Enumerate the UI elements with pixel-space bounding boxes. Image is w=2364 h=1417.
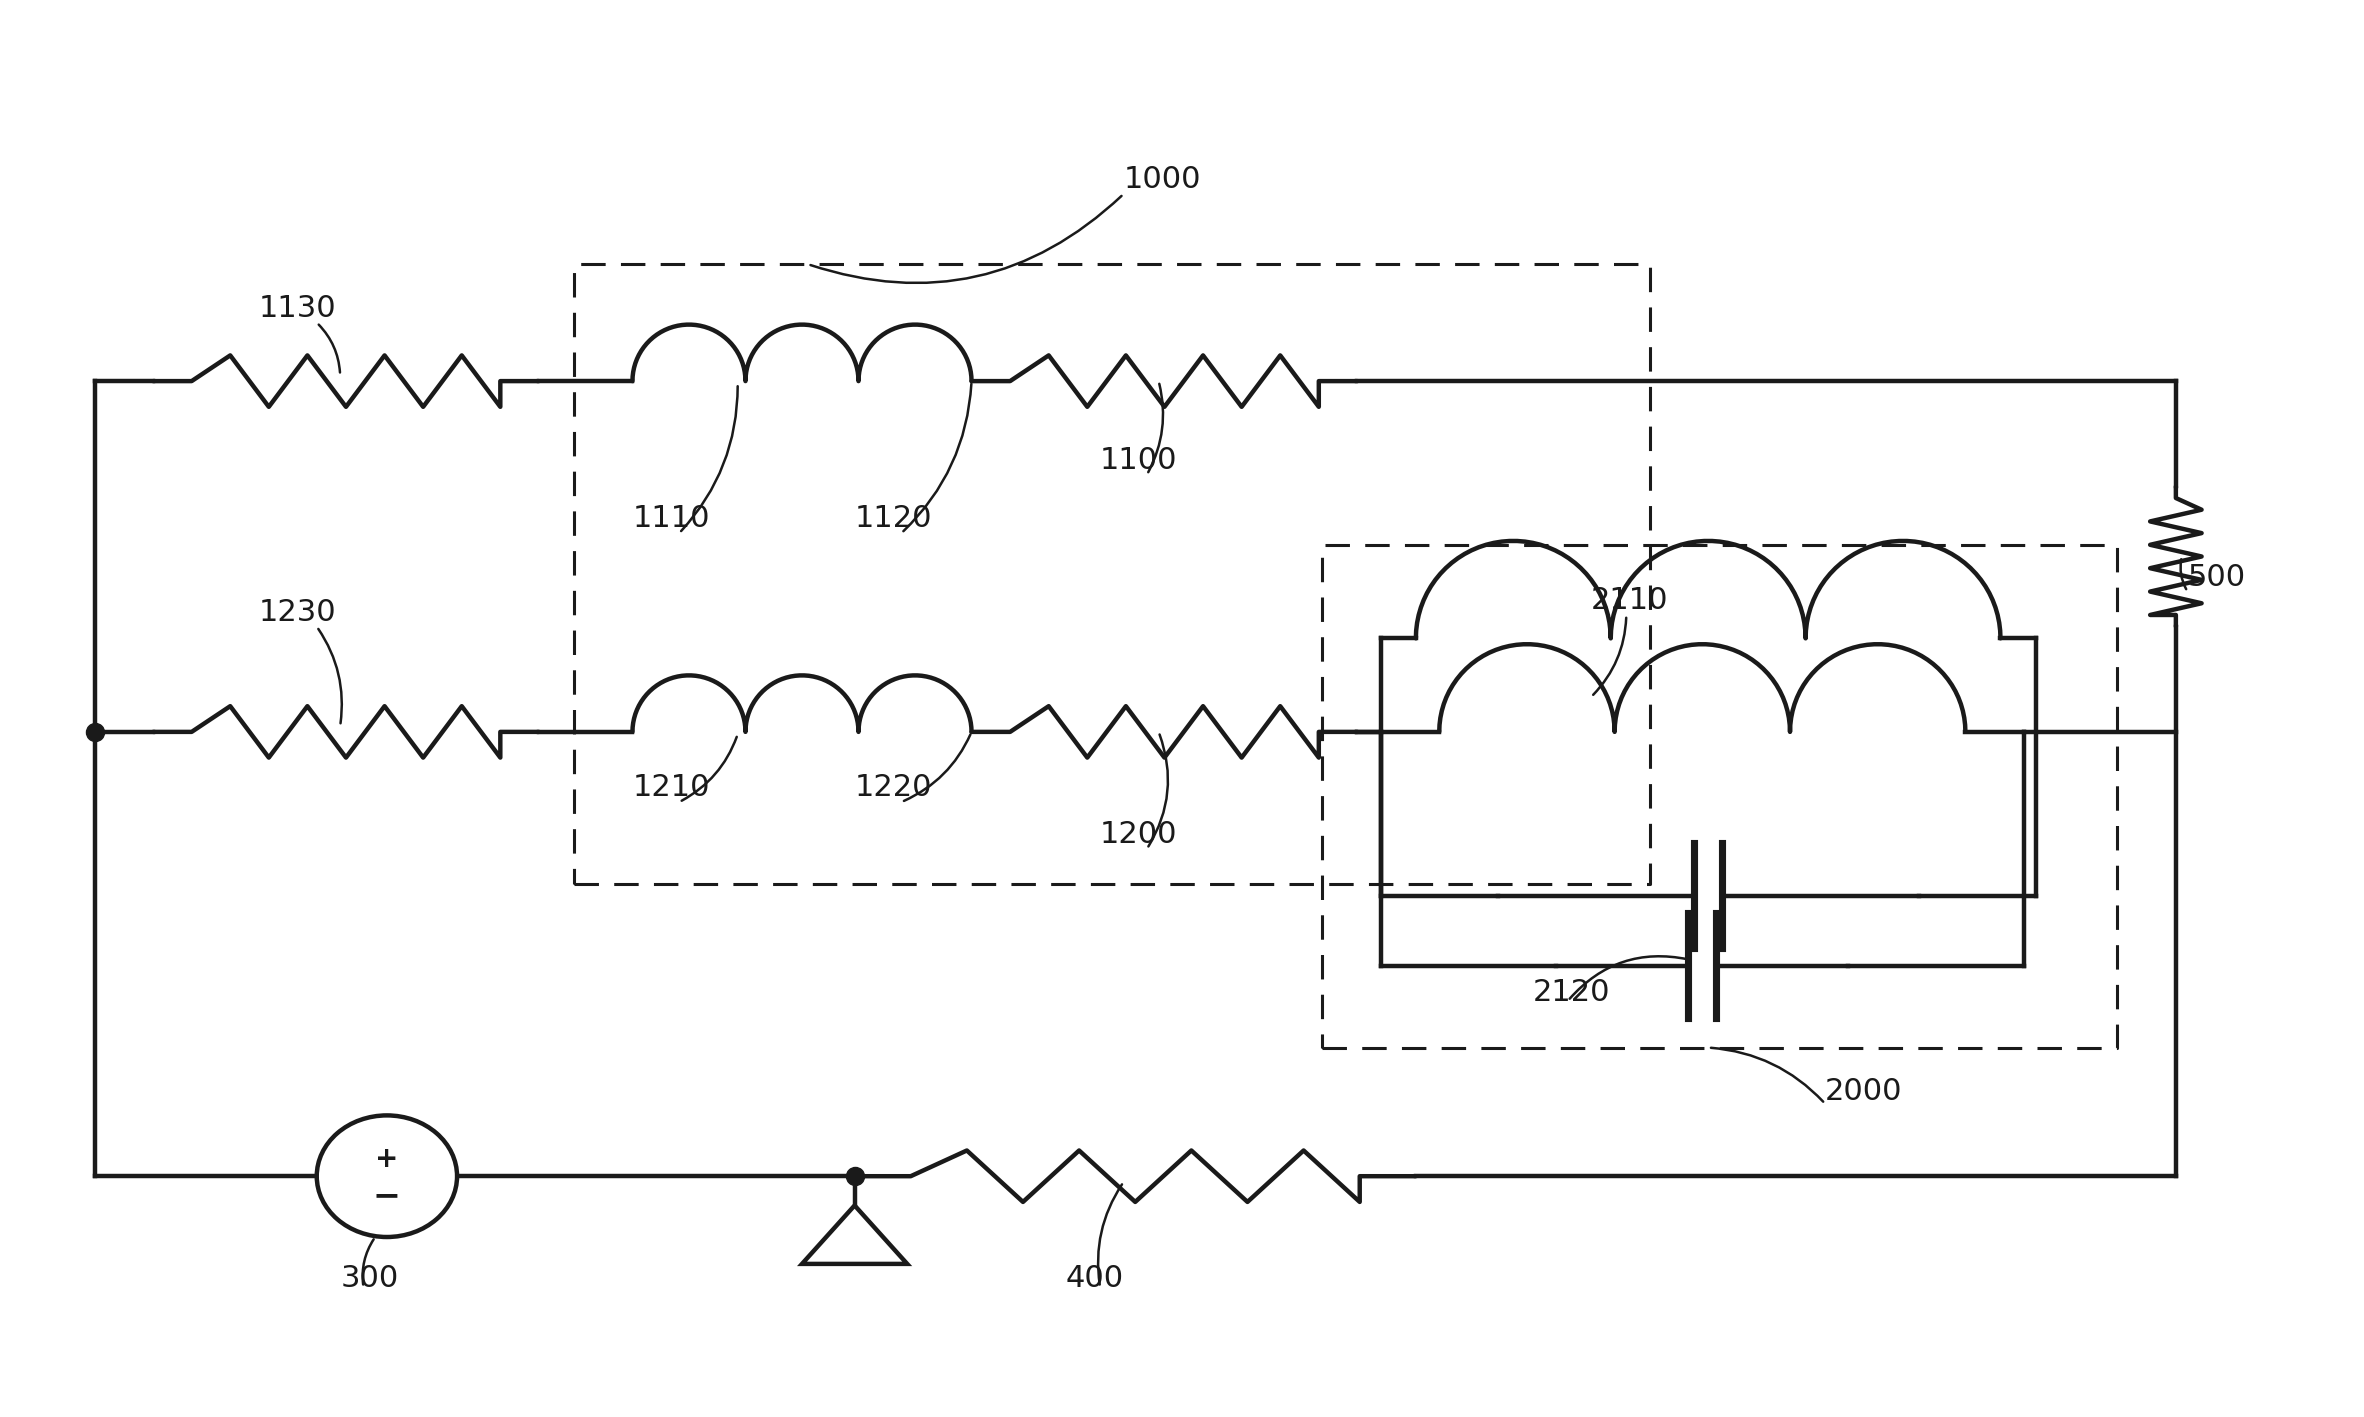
Text: 1110: 1110 [634,504,709,533]
Text: −: − [374,1179,402,1212]
Text: 2110: 2110 [1591,587,1669,615]
Text: 1130: 1130 [258,293,336,323]
Text: 300: 300 [340,1264,400,1294]
Polygon shape [801,1206,908,1264]
Text: 1120: 1120 [856,504,931,533]
Text: 2000: 2000 [1825,1077,1903,1107]
Text: 2120: 2120 [1532,978,1610,1006]
Text: 1200: 1200 [1099,820,1177,849]
Ellipse shape [317,1115,456,1237]
Text: +: + [376,1145,400,1173]
Text: 1000: 1000 [1123,164,1201,194]
Text: 500: 500 [2187,563,2246,591]
Text: 400: 400 [1066,1264,1123,1294]
Text: 1210: 1210 [634,774,709,802]
Text: 1220: 1220 [856,774,931,802]
Text: 1100: 1100 [1099,446,1177,475]
Text: 1230: 1230 [258,598,336,626]
